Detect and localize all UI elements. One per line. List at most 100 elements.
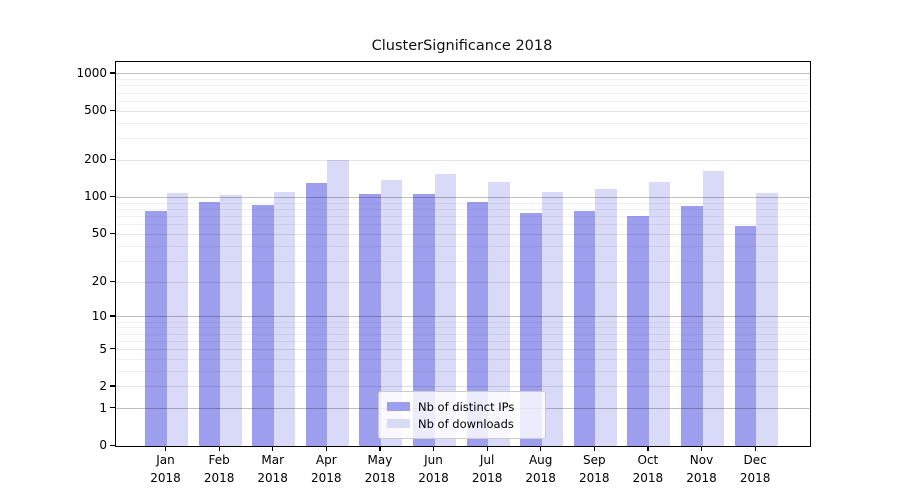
legend-item-downloads: Nb of downloads: [387, 418, 545, 430]
y-tick-mark: [110, 158, 115, 161]
y-tick-label: 500: [84, 103, 107, 118]
x-tick-label-jul: Jul 2018: [471, 453, 503, 485]
y-tick-label: 20: [91, 274, 107, 289]
y-tick-label: 5: [99, 341, 107, 356]
y-tick-mark: [110, 407, 115, 409]
gridline-100: [116, 196, 810, 198]
bar-downloads-aug: [541, 191, 564, 446]
x-tick-mark: [165, 446, 167, 451]
bar-distinct-ips-aug: [520, 212, 542, 446]
gridline-50: [116, 233, 810, 235]
bar-distinct-ips-sep: [573, 210, 596, 446]
y-tick-label: 1000: [76, 65, 107, 80]
y-tick-mark: [110, 385, 115, 387]
y-tick-mark: [110, 72, 115, 74]
legend-item-distinct-ips: Nb of distinct IPs: [387, 401, 545, 413]
bar-downloads-mar: [273, 191, 296, 446]
x-tick-label-nov: Nov 2018: [686, 453, 717, 485]
bar-downloads-may: [380, 179, 403, 446]
x-tick-mark: [325, 446, 327, 451]
plot-area: [115, 61, 811, 447]
bar-distinct-ips-jun: [413, 194, 435, 446]
chart-title: ClusterSignificance 2018: [371, 38, 553, 54]
bar-downloads-apr: [327, 160, 349, 446]
x-tick-label-sep: Sep 2018: [579, 453, 610, 485]
bar-downloads-jul: [488, 181, 510, 446]
minor-gridline: [116, 100, 810, 102]
minor-gridline: [116, 138, 810, 140]
y-tick-mark: [110, 348, 115, 350]
minor-gridline: [116, 245, 810, 247]
bar-distinct-ips-may: [359, 194, 381, 446]
legend-label-downloads: Nb of downloads: [418, 416, 514, 431]
bar-downloads-dec: [756, 192, 778, 446]
x-tick-mark: [540, 446, 542, 451]
minor-gridline: [116, 85, 810, 87]
bar-downloads-feb: [220, 194, 242, 446]
x-tick-mark: [593, 446, 595, 451]
gridline-500: [116, 110, 810, 112]
minor-gridline: [116, 224, 810, 226]
y-tick-label: 50: [91, 226, 107, 241]
minor-gridline: [116, 321, 810, 323]
bar-downloads-nov: [702, 171, 724, 446]
x-tick-label-oct: Oct 2018: [632, 453, 664, 485]
x-tick-label-aug: Aug 2018: [525, 453, 556, 485]
gridline-2: [116, 386, 810, 388]
y-tick-mark: [110, 444, 115, 446]
y-tick-mark: [110, 232, 115, 234]
minor-gridline: [116, 358, 810, 360]
minor-gridline: [116, 370, 810, 372]
bar-distinct-ips-dec: [734, 226, 757, 446]
bar-downloads-jun: [434, 173, 456, 446]
y-tick-label: 2: [99, 378, 107, 393]
minor-gridline: [116, 260, 810, 262]
legend-swatch-downloads: [387, 419, 410, 428]
gridline-1000: [116, 73, 810, 75]
x-tick-label-apr: Apr 2018: [311, 453, 342, 485]
x-tick-mark: [754, 446, 756, 451]
y-tick-mark: [110, 109, 115, 111]
y-tick-label: 200: [84, 152, 107, 167]
x-tick-mark: [433, 446, 435, 451]
bar-distinct-ips-oct: [627, 216, 649, 446]
bar-downloads-jan: [166, 193, 188, 446]
gridline-5: [116, 349, 810, 350]
y-tick-label: 10: [91, 308, 107, 323]
x-tick-label-jan: Jan 2018: [150, 453, 181, 485]
legend-label-distinct-ips: Nb of distinct IPs: [418, 399, 515, 414]
x-tick-label-feb: Feb 2018: [203, 453, 235, 485]
x-tick-mark: [379, 446, 381, 451]
x-tick-label-dec: Dec 2018: [739, 453, 771, 485]
x-tick-mark: [647, 446, 649, 451]
minor-gridline: [116, 92, 810, 94]
minor-gridline: [116, 333, 810, 335]
minor-gridline: [116, 79, 810, 81]
x-tick-label-may: May 2018: [364, 453, 396, 485]
legend-swatch-distinct-ips: [387, 402, 410, 411]
minor-gridline: [116, 340, 810, 342]
minor-gridline: [116, 202, 810, 204]
x-tick-mark: [486, 446, 488, 451]
bar-distinct-ips-jul: [466, 201, 489, 446]
x-tick-mark: [272, 446, 274, 451]
bar-distinct-ips-feb: [198, 201, 221, 446]
x-tick-label-jun: Jun 2018: [418, 453, 449, 485]
y-tick-label: 1: [99, 400, 107, 415]
minor-gridline: [116, 327, 810, 329]
bar-distinct-ips-mar: [252, 204, 274, 446]
bar-downloads-oct: [648, 182, 671, 446]
minor-gridline: [116, 122, 810, 124]
gridline-200: [116, 159, 810, 161]
bar-distinct-ips-jan: [145, 210, 167, 446]
y-tick-label: 0: [99, 438, 107, 452]
gridline-10: [116, 316, 810, 318]
y-tick-label: 100: [84, 189, 107, 204]
minor-gridline: [116, 208, 810, 210]
bar-distinct-ips-apr: [305, 182, 328, 446]
x-tick-mark: [701, 446, 703, 451]
legend: Nb of distinct IPs Nb of downloads: [378, 391, 546, 439]
gridline-20: [116, 281, 810, 283]
y-tick-mark: [110, 195, 115, 198]
